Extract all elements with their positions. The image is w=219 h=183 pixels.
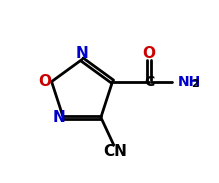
Text: N: N — [76, 46, 88, 61]
Text: N: N — [52, 110, 65, 125]
Text: CN: CN — [104, 144, 127, 159]
Text: NH: NH — [177, 75, 201, 89]
Text: 2: 2 — [191, 79, 199, 89]
Text: O: O — [143, 46, 156, 61]
Text: O: O — [39, 74, 52, 89]
Text: C: C — [144, 75, 154, 89]
